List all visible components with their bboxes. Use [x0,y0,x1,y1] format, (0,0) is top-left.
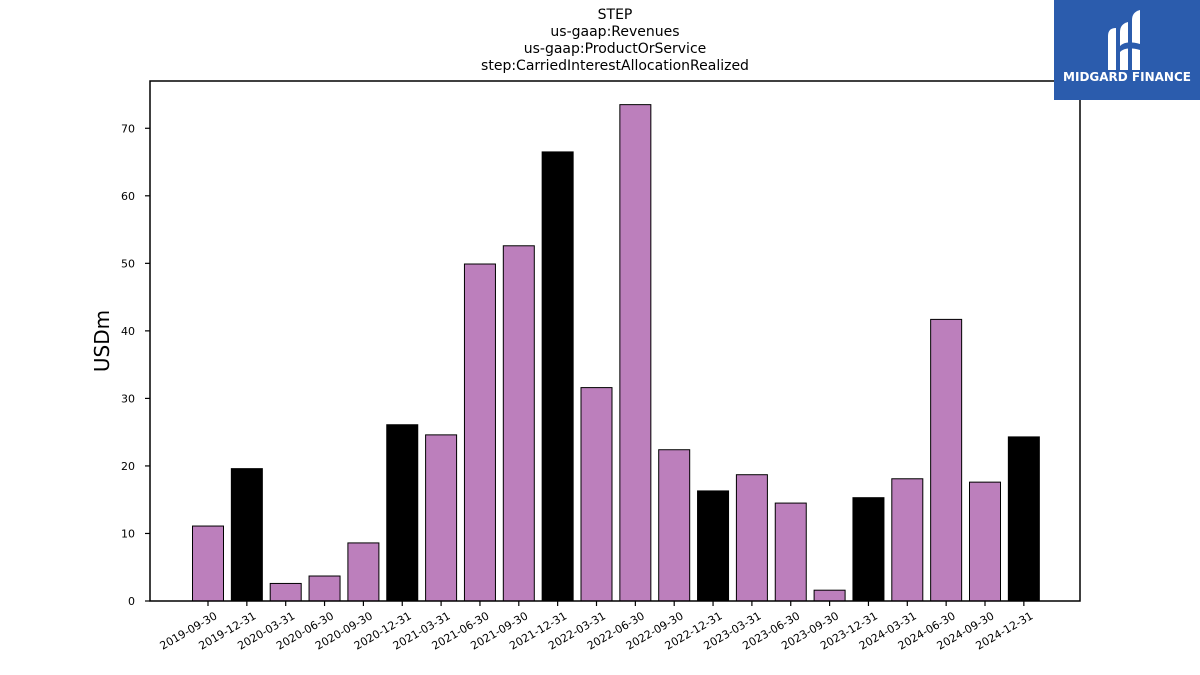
chart-title: STEP us-gaap:Revenues us-gaap:ProductOrS… [150,7,1080,75]
bar-2020-03-31 [269,582,302,602]
title-line-4: step:CarriedInterestAllocationRealized [481,58,749,74]
bar-2023-09-30 [813,589,846,602]
y-tick-label-60: 60 [121,190,135,203]
bar-2024-06-30 [930,318,963,602]
bar-2022-06-30 [619,104,652,602]
title-line-2: us-gaap:Revenues [550,24,680,40]
bar-2024-09-30 [969,481,1001,602]
y-tick-label-50: 50 [121,257,135,270]
bar-2020-06-30 [308,575,341,602]
bar-2021-09-30 [502,245,535,602]
title-line-1: STEP [597,7,633,23]
y-axis-label: USDm [90,310,114,372]
bar-2023-06-30 [774,502,807,602]
midgard-finance-logo: MIDGARD FINANCE [1054,0,1200,100]
y-tick-label-0: 0 [128,595,135,608]
logo-text: MIDGARD FINANCE [1063,70,1191,84]
bar-2020-12-31 [386,424,419,602]
bar-2019-12-31 [230,468,263,602]
bar-2019-09-30 [192,525,224,602]
y-tick-label-10: 10 [121,527,135,540]
bar-2022-12-31 [697,490,730,602]
bar-2021-12-31 [541,151,574,602]
y-tick-label-30: 30 [121,392,135,405]
bar-2021-03-31 [425,434,458,602]
y-tick-label-20: 20 [121,460,135,473]
bar-2020-09-30 [347,542,380,602]
bar-2023-03-31 [735,474,768,602]
bar-2022-03-31 [580,387,613,602]
bar-2024-03-31 [891,478,924,602]
plot-frame [149,80,1081,602]
midgard-logo-icon [1108,10,1140,70]
title-line-3: us-gaap:ProductOrService [523,41,707,57]
bar-2024-12-31 [1007,436,1040,602]
bar-2023-12-31 [852,497,885,602]
bar-2022-09-30 [658,449,691,602]
y-tick-label-70: 70 [121,122,135,135]
y-tick-label-40: 40 [121,325,135,338]
bar-2021-06-30 [463,263,496,602]
